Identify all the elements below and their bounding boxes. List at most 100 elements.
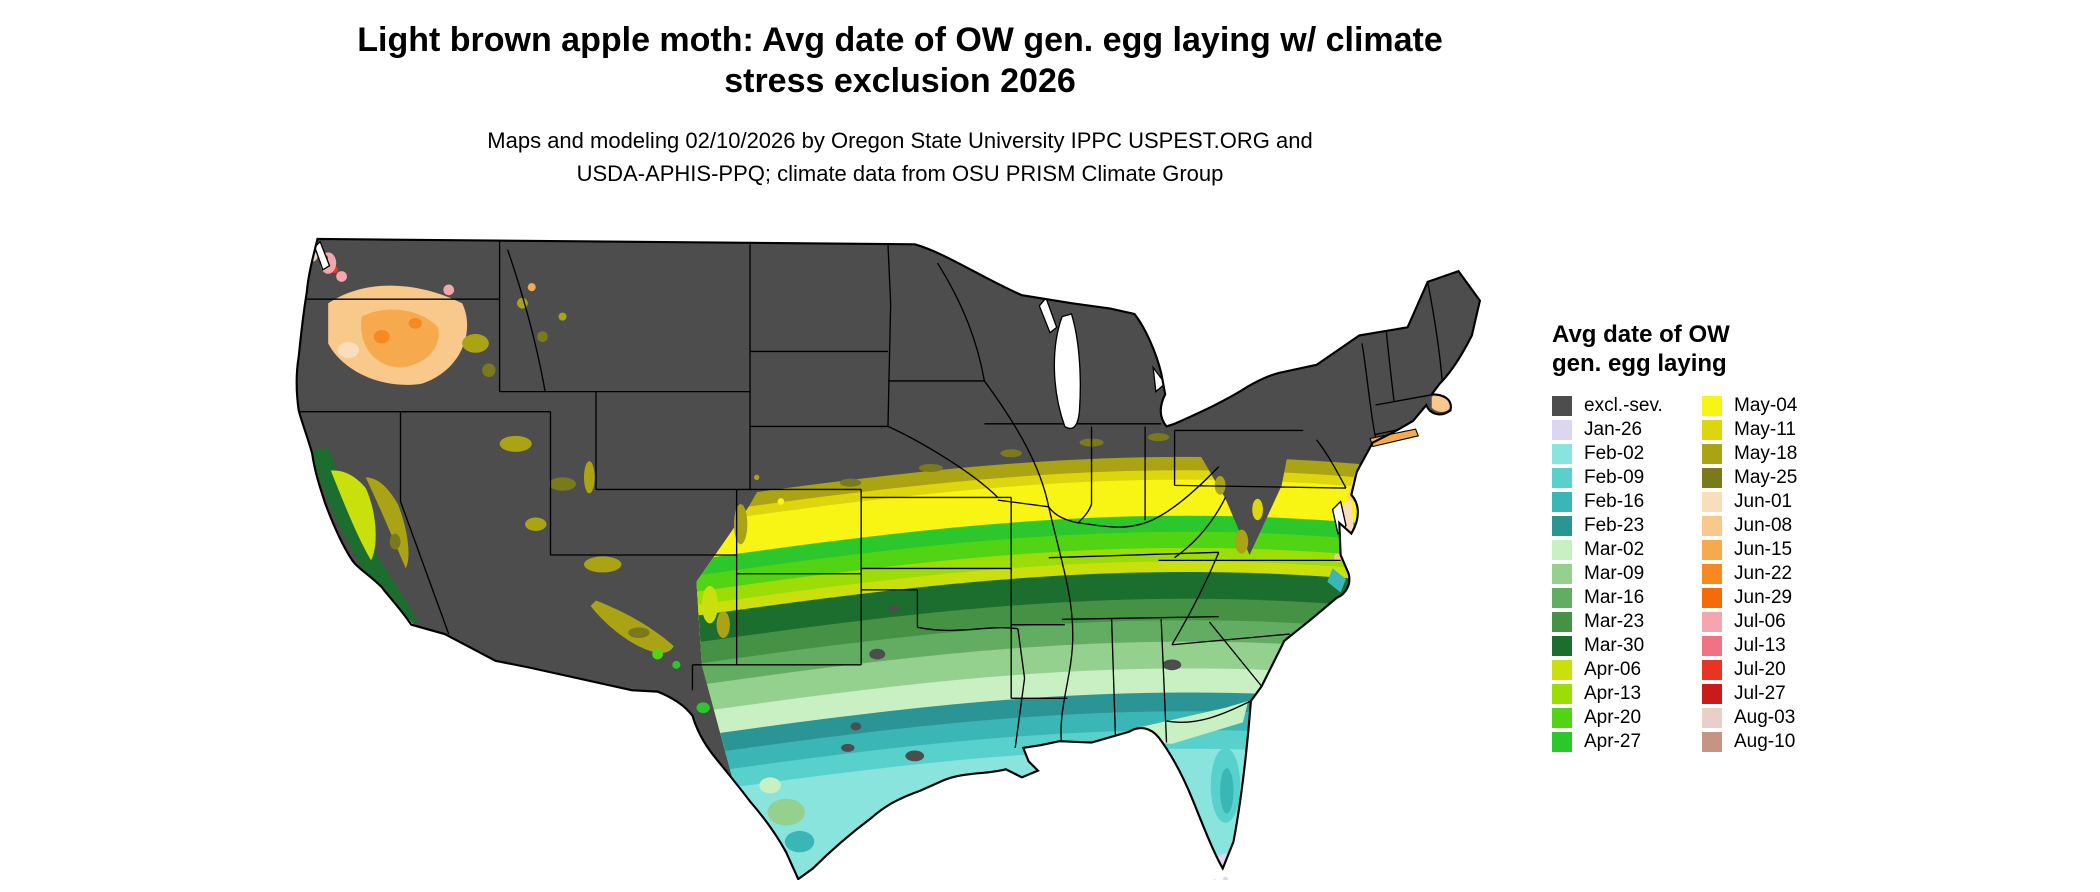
legend-item: Aug-03 [1702,706,1852,730]
map-patch [337,342,359,359]
land-layer [296,238,1480,880]
map-patch [373,330,390,344]
appalachian-exclusion-wedge [1177,415,1296,556]
map-patch [841,743,855,752]
map-patch [1147,433,1170,442]
legend-label: Jun-29 [1734,586,1793,608]
legend-swatch [1552,467,1572,488]
map-patch [1234,529,1249,554]
green-bay [1038,296,1058,334]
legend-label: Mar-23 [1584,610,1645,632]
map-subtitle: Maps and modeling 02/10/2026 by Oregon S… [0,124,1800,191]
legend-item: Feb-16 [1552,490,1702,514]
state-borders-layer [298,241,1444,751]
map-patch [696,702,710,714]
legend-label: Feb-23 [1584,514,1645,536]
legend-label: Jun-22 [1734,562,1793,584]
map-patch [628,627,650,639]
legend-label: Aug-03 [1734,706,1796,728]
legend-label: Mar-09 [1584,562,1645,584]
map-patch [701,585,718,624]
legend-swatch [1552,683,1572,704]
legend-label: Aug-10 [1734,730,1796,752]
legend: Avg date of OW gen. egg laying excl.-sev… [1552,320,1912,754]
legend-label: Apr-27 [1584,730,1642,752]
legend-swatch [1702,611,1722,632]
map-patch [305,248,311,254]
legend-label: Jun-08 [1734,514,1793,536]
map-patch [672,660,681,669]
legend-label: Jul-06 [1734,610,1786,632]
legend-swatch [1702,539,1722,560]
legend-swatch [1702,659,1722,680]
legend-item: Jun-29 [1702,586,1852,610]
map-patch [1000,449,1022,458]
legend-label: Feb-09 [1584,466,1645,488]
legend-swatch [1702,731,1722,752]
map-patch [525,517,547,531]
map-patch [443,284,455,296]
legend-item: Aug-10 [1702,730,1852,754]
map-patch [583,556,622,573]
legend-swatch [1702,683,1722,704]
legend-item: Mar-16 [1552,586,1702,610]
map-patch [850,722,862,731]
legend-label: Mar-30 [1584,634,1645,656]
legend-swatch [1702,563,1722,584]
legend-swatch [1702,635,1722,656]
legend-swatch [1552,563,1572,584]
legend-item: Feb-02 [1552,442,1702,466]
map-patch [1252,498,1263,521]
legend-item: Apr-20 [1552,706,1702,730]
lake-michigan [1053,313,1081,430]
map-patch [499,435,532,452]
legend-swatch [1702,467,1722,488]
city-exclusion-spots [841,604,1182,762]
legend-title: Avg date of OW gen. egg laying [1552,320,1912,379]
map-patch [755,529,764,538]
us-outline [295,237,1482,880]
legend-item: Apr-27 [1552,730,1702,754]
legend-swatch [1552,419,1572,440]
legend-item: Apr-13 [1552,682,1702,706]
map-patch [583,461,595,494]
map-patch [1327,568,1346,593]
map-patch [759,777,781,794]
legend-label: Mar-02 [1584,538,1645,560]
legend-swatch [1702,515,1722,536]
map-patch [777,498,785,505]
map-patch [716,611,730,639]
legend-label: Apr-06 [1584,658,1642,680]
legend-swatch [1702,587,1722,608]
legend-column-left: excl.-sev. Jan-26 Feb-02 Feb-09 Feb-16 Feb-23… [1552,394,1702,754]
pacific-northwest-patches [305,248,536,385]
legend-item: Mar-23 [1552,610,1702,634]
map-patch [1214,476,1226,495]
map-patch [558,312,567,321]
legend-item: Jul-20 [1702,658,1852,682]
legend-item: Jun-08 [1702,514,1852,538]
legend-item: Feb-09 [1552,466,1702,490]
legend-label: Jul-20 [1734,658,1786,680]
map-title-line2: stress exclusion 2026 [724,62,1076,101]
map-patch [652,648,663,660]
texas-patches [696,702,815,853]
map-patch [537,331,548,343]
legend-item: Jan-26 [1552,418,1702,442]
legend-swatch [1552,443,1572,464]
map-patch [336,271,347,282]
legend-swatch [1702,491,1722,512]
legend-item: excl.-sev. [1552,394,1702,418]
legend-item: Jul-06 [1702,610,1852,634]
legend-swatch [1702,707,1722,728]
map-title-line1: Light brown apple moth: Avg date of OW g… [357,21,1443,59]
map-patch [411,628,417,635]
florida-keys-dot [1223,876,1228,880]
legend-label: Jun-01 [1734,490,1793,512]
map-patch [918,463,943,472]
legend-item: Jun-01 [1702,490,1852,514]
legend-label: May-18 [1734,442,1798,464]
legend-swatch [1552,707,1572,728]
legend-item: May-04 [1702,394,1852,418]
map-patch [767,798,805,826]
